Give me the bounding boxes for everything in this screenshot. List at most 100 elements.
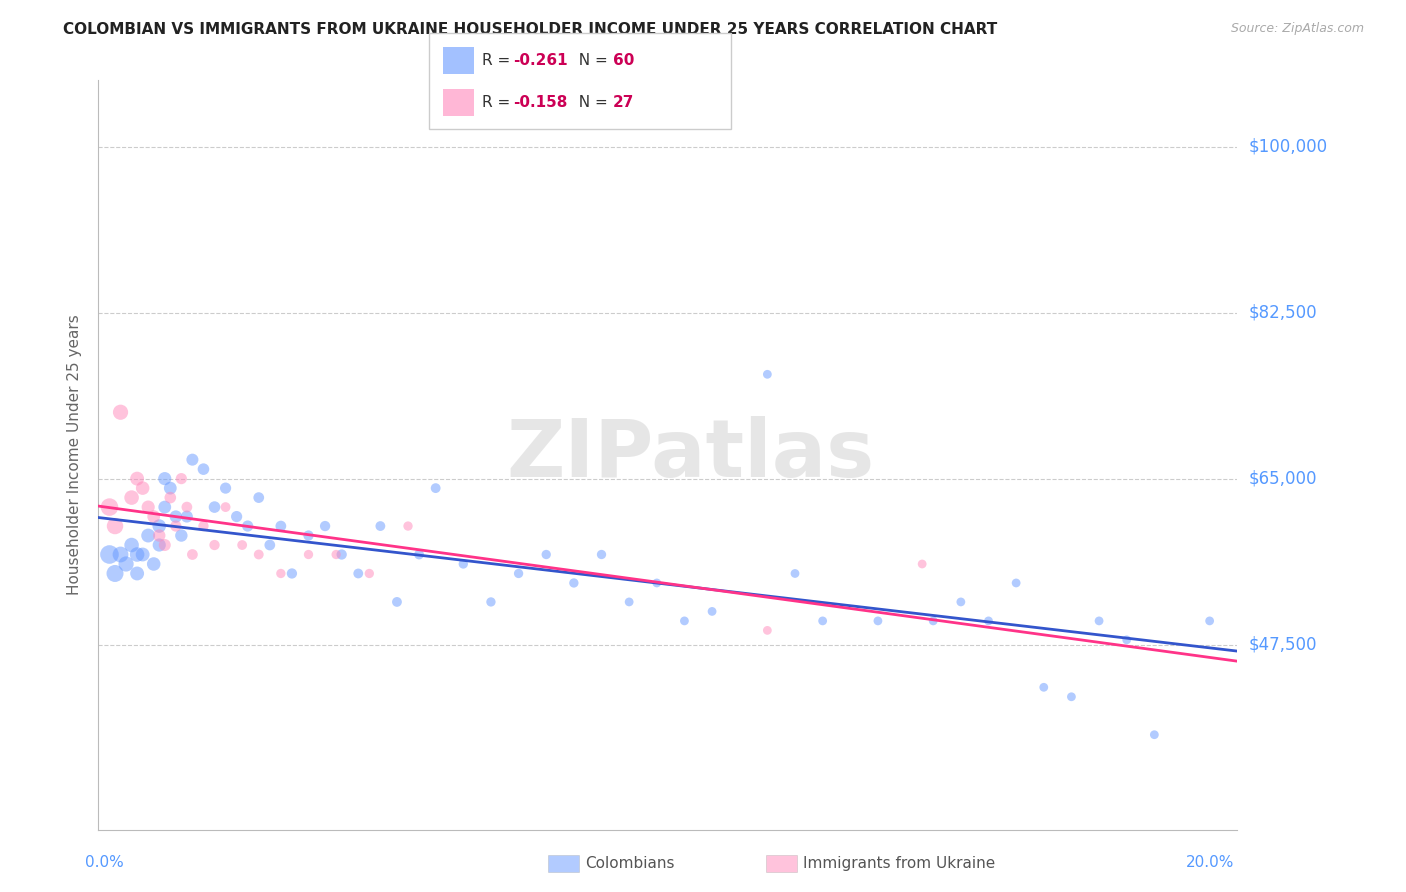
Point — [270, 519, 292, 533]
Point — [347, 566, 370, 581]
Point — [142, 557, 165, 571]
Point — [508, 566, 530, 581]
Point — [811, 614, 834, 628]
Point — [153, 500, 176, 514]
Point — [949, 595, 972, 609]
Text: Immigrants from Ukraine: Immigrants from Ukraine — [803, 856, 995, 871]
Point — [866, 614, 889, 628]
Point — [385, 595, 408, 609]
Point — [645, 576, 668, 591]
Point — [247, 491, 270, 505]
Point — [562, 576, 585, 591]
Point — [127, 472, 149, 486]
Point — [121, 491, 143, 505]
Text: 0.0%: 0.0% — [84, 855, 124, 870]
Point — [165, 509, 187, 524]
Point — [153, 538, 176, 552]
Text: Source: ZipAtlas.com: Source: ZipAtlas.com — [1230, 22, 1364, 36]
Point — [1115, 632, 1137, 647]
Point — [131, 548, 153, 562]
Point — [270, 566, 292, 581]
Point — [193, 519, 215, 533]
Point — [214, 481, 236, 495]
Point — [1060, 690, 1083, 704]
Point — [142, 509, 165, 524]
Point — [1198, 614, 1220, 628]
Text: $65,000: $65,000 — [1249, 469, 1317, 488]
Point — [1005, 576, 1028, 591]
Text: COLOMBIAN VS IMMIGRANTS FROM UKRAINE HOUSEHOLDER INCOME UNDER 25 YEARS CORRELATI: COLOMBIAN VS IMMIGRANTS FROM UKRAINE HOU… — [63, 22, 997, 37]
Point — [98, 500, 121, 514]
Point — [127, 548, 149, 562]
Text: $100,000: $100,000 — [1249, 137, 1327, 156]
Point — [165, 519, 187, 533]
Point — [281, 566, 304, 581]
Point — [673, 614, 696, 628]
Point — [231, 538, 253, 552]
Point — [170, 528, 193, 542]
Point — [104, 566, 127, 581]
Point — [408, 548, 430, 562]
Text: 20.0%: 20.0% — [1185, 855, 1234, 870]
Point — [783, 566, 806, 581]
Point — [148, 528, 170, 542]
Point — [370, 519, 392, 533]
Text: Colombians: Colombians — [585, 856, 675, 871]
Text: -0.261: -0.261 — [513, 54, 568, 68]
Point — [591, 548, 613, 562]
Point — [297, 528, 319, 542]
Text: N =: N = — [569, 54, 613, 68]
Point — [127, 566, 149, 581]
Text: R =: R = — [482, 95, 516, 110]
Point — [176, 509, 198, 524]
Point — [236, 519, 259, 533]
Point — [617, 595, 640, 609]
Point — [170, 472, 193, 486]
Point — [204, 500, 226, 514]
Point — [121, 538, 143, 552]
Point — [153, 472, 176, 486]
Point — [911, 557, 934, 571]
Point — [181, 452, 204, 467]
Text: $47,500: $47,500 — [1249, 636, 1317, 654]
Point — [297, 548, 319, 562]
Point — [204, 538, 226, 552]
Point — [136, 528, 159, 542]
Point — [922, 614, 945, 628]
Point — [247, 548, 270, 562]
Point — [359, 566, 381, 581]
Point — [148, 538, 170, 552]
Point — [131, 481, 153, 495]
Point — [1032, 681, 1054, 695]
Point — [159, 481, 181, 495]
Point — [314, 519, 336, 533]
Point — [176, 500, 198, 514]
Point — [700, 604, 723, 618]
Y-axis label: Householder Income Under 25 years: Householder Income Under 25 years — [67, 315, 83, 595]
Point — [225, 509, 247, 524]
Point — [1143, 728, 1166, 742]
Text: 27: 27 — [613, 95, 634, 110]
Point — [104, 519, 127, 533]
Point — [756, 368, 779, 382]
Point — [977, 614, 1000, 628]
Text: R =: R = — [482, 54, 516, 68]
Point — [98, 548, 121, 562]
Point — [396, 519, 419, 533]
Point — [193, 462, 215, 476]
Point — [259, 538, 281, 552]
Point — [159, 491, 181, 505]
Point — [330, 548, 353, 562]
Point — [453, 557, 475, 571]
Point — [756, 624, 779, 638]
Point — [214, 500, 236, 514]
Text: $82,500: $82,500 — [1249, 303, 1317, 322]
Point — [136, 500, 159, 514]
Text: N =: N = — [569, 95, 613, 110]
Point — [325, 548, 347, 562]
Point — [425, 481, 447, 495]
Point — [181, 548, 204, 562]
Point — [534, 548, 557, 562]
Text: 60: 60 — [613, 54, 634, 68]
Point — [479, 595, 502, 609]
